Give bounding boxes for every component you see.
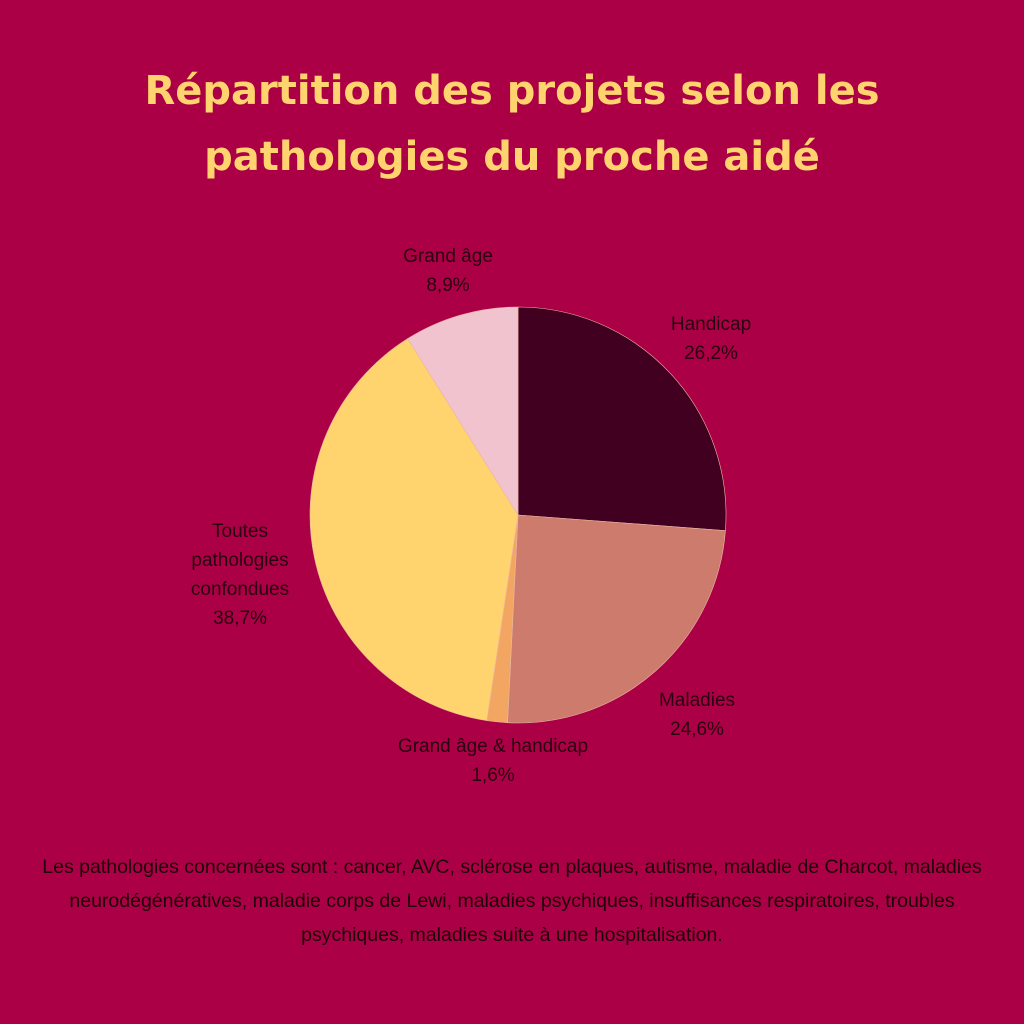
pie-slice-grand-ge	[407, 306, 519, 517]
slice-label-handicap: Handicap 26,2%	[671, 314, 751, 364]
slice-label-toutes-pathologies-confondues: Toutes pathologies confondues 38,7%	[191, 521, 289, 629]
pie-slice-toutes-pathologies-confondues	[309, 338, 519, 721]
slice-label-grand-ge: Grand âge 8,9%	[403, 246, 493, 296]
pie-slice-handicap	[517, 306, 727, 531]
chart-title-line-1: Répartition des projets selon les	[144, 68, 880, 114]
pie-slice-maladies	[507, 514, 726, 724]
chart-title: Répartition des projets selon les pathol…	[0, 58, 1024, 190]
slice-label-grand-ge-handicap: Grand âge & handicap 1,6%	[398, 736, 588, 786]
slice-label-maladies: Maladies 24,6%	[659, 690, 735, 740]
footnote: Les pathologies concernées sont : cancer…	[42, 856, 982, 946]
chart-title-line-2: pathologies du proche aidé	[204, 134, 820, 180]
